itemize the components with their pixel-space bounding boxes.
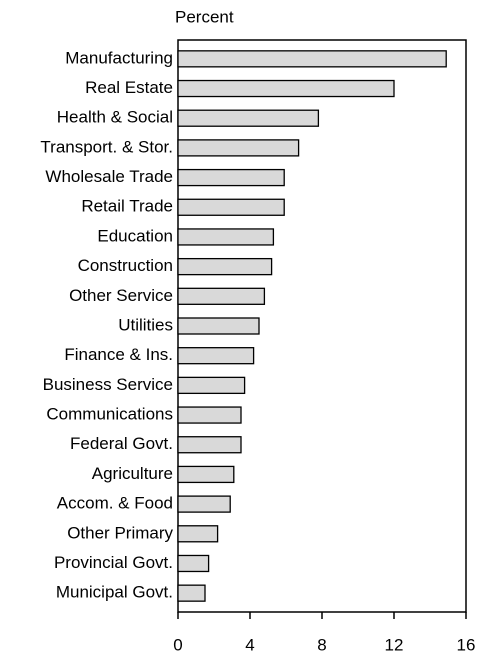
y-tick-label: Provincial Govt.: [54, 553, 173, 572]
y-tick-label: Transport. & Stor.: [40, 137, 173, 156]
x-tick-label: 8: [317, 635, 326, 654]
bar: [177, 525, 219, 543]
bar: [177, 50, 447, 68]
y-tick-label: Other Service: [69, 286, 173, 305]
y-tick-label: Business Service: [43, 375, 173, 394]
y-tick-label: Other Primary: [67, 523, 173, 542]
bar: [177, 79, 395, 98]
bar: [177, 584, 206, 602]
bar: [177, 257, 273, 276]
bar: [177, 228, 275, 246]
bar: [177, 317, 260, 335]
bar: [177, 554, 210, 573]
y-tick-label: Federal Govt.: [70, 434, 173, 453]
bar: [177, 376, 246, 395]
bar: [177, 139, 300, 157]
y-tick-label: Accom. & Food: [57, 494, 173, 513]
y-tick-label: Utilities: [118, 315, 173, 334]
bar: [177, 287, 266, 305]
y-tick-label: Construction: [78, 256, 173, 275]
axis-unit-label: Percent: [175, 7, 234, 26]
y-tick-label: Manufacturing: [65, 48, 173, 67]
y-tick-label: Communications: [46, 405, 173, 424]
x-tick-label: 4: [245, 635, 254, 654]
y-tick-label: Municipal Govt.: [56, 583, 173, 602]
bar: [177, 109, 320, 127]
bar: [177, 436, 242, 454]
y-tick-label: Retail Trade: [81, 197, 173, 216]
y-tick-label: Agriculture: [92, 464, 173, 483]
bar: [177, 198, 285, 216]
y-tick-label: Finance & Ins.: [64, 345, 173, 364]
x-tick-label: 16: [457, 635, 476, 654]
bar: [177, 406, 242, 424]
x-tick-label: 12: [385, 635, 404, 654]
bar: [177, 465, 235, 484]
bar: [177, 495, 231, 513]
bar: [177, 347, 255, 365]
bar: [177, 168, 285, 187]
y-tick-label: Education: [97, 226, 173, 245]
x-tick-label: 0: [173, 635, 182, 654]
y-tick-label: Wholesale Trade: [45, 167, 173, 186]
y-tick-label: Health & Social: [57, 108, 173, 127]
y-tick-label: Real Estate: [85, 78, 173, 97]
